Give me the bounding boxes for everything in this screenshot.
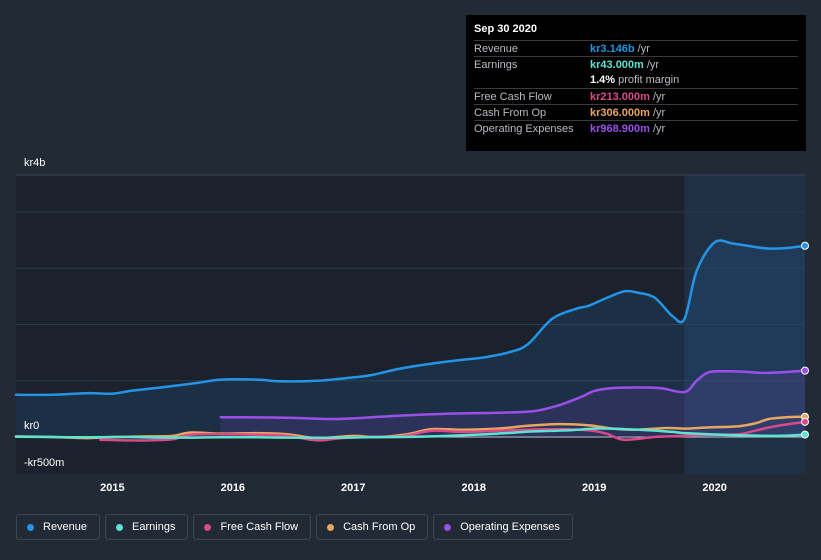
tooltip-date: Sep 30 2020	[474, 23, 537, 35]
legend-dot-icon	[27, 523, 34, 531]
y-tick-label: kr0	[24, 420, 39, 432]
legend-label: Cash From Op	[343, 521, 416, 533]
series-line-cash-from-op	[14, 415, 807, 440]
tooltip-panel: Sep 30 2020 Revenue kr3.146b/yr Earnings kr…	[466, 15, 806, 151]
legend-item-free-cash-flow[interactable]: Free Cash Flow	[193, 514, 312, 540]
series-end-point-earnings	[801, 430, 809, 439]
tooltip-row-label: Revenue	[474, 42, 519, 55]
series-line-operating-expenses	[219, 369, 807, 421]
tooltip-row-value: kr306.000m	[590, 106, 650, 119]
series-end-point-free-cash-flow	[801, 417, 809, 426]
legend-item-cash-from-op[interactable]: Cash From Op	[316, 514, 429, 540]
tooltip-row-unit: /yr	[652, 90, 666, 103]
legend-label: Earnings	[132, 521, 176, 533]
tooltip-row-value: kr968.900m	[590, 122, 650, 135]
tooltip-row-value: kr3.146b	[590, 42, 635, 55]
tooltip-row: Free Cash Flow kr213.000m/yr	[474, 88, 798, 104]
x-tick-label: 2016	[221, 482, 245, 494]
legend-label: Revenue	[43, 521, 88, 533]
tooltip-row-unit: /yr	[637, 42, 650, 55]
tooltip-row: Revenue kr3.146b/yr	[474, 40, 798, 56]
legend-item-earnings[interactable]: Earnings	[105, 514, 189, 540]
chart-legend: Revenue Earnings Free Cash Flow Cash From O…	[16, 514, 578, 542]
y-tick-label: kr4b	[24, 157, 45, 169]
legend-label: Operating Expenses	[460, 521, 560, 533]
legend-dot-icon	[116, 523, 124, 531]
tooltip-row-value: 1.4%	[590, 74, 616, 86]
y-tick-label: -kr500m	[24, 457, 64, 469]
tooltip-row-unit: /yr	[646, 58, 660, 71]
x-tick-label: 2017	[341, 482, 365, 494]
series-end-point-operating-expenses	[801, 366, 809, 375]
chart-canvas[interactable]: kr4b kr0 -kr500m 2015 2016 2017 2018 2019 2020	[0, 0, 821, 510]
series-line-earnings	[14, 427, 807, 440]
tooltip-row: 1.4% profit margin	[474, 72, 798, 88]
tooltip-row-label: Cash From Op	[474, 106, 547, 119]
legend-label: Free Cash Flow	[220, 521, 299, 533]
x-tick-label: 2018	[461, 482, 485, 494]
legend-dot-icon	[444, 523, 452, 531]
x-tick-label: 2019	[582, 482, 606, 494]
x-tick-label: 2020	[702, 482, 726, 494]
tooltip-row-label: Free Cash Flow	[474, 90, 552, 103]
series-end-point-revenue	[801, 241, 809, 250]
tooltip-row: Earnings kr43.000m/yr	[474, 56, 798, 72]
series-line-revenue	[14, 239, 807, 397]
legend-dot-icon	[327, 523, 335, 531]
legend-item-revenue[interactable]: Revenue	[16, 514, 101, 540]
tooltip-row-value: kr43.000m	[590, 58, 644, 71]
tooltip-rows: Revenue kr3.146b/yr Earnings kr43.000m/yr 1.…	[474, 40, 798, 136]
legend-item-operating-expenses[interactable]: Operating Expenses	[433, 514, 573, 540]
x-tick-label: 2015	[100, 482, 124, 494]
legend-dot-icon	[204, 523, 212, 531]
tooltip-row-label: Earnings	[474, 58, 518, 71]
tooltip-row-unit: /yr	[652, 122, 666, 135]
series-area-operating-expenses	[220, 370, 806, 437]
tooltip-row: Cash From Op kr306.000m/yr	[474, 104, 798, 120]
tooltip-row-unit: profit margin	[618, 74, 680, 86]
tooltip-row-label: Operating Expenses	[474, 122, 574, 135]
tooltip-row: Operating Expenses kr968.900m/yr	[474, 120, 798, 136]
tooltip-row-unit: /yr	[652, 106, 666, 119]
tooltip-row-value: kr213.000m	[590, 90, 650, 103]
